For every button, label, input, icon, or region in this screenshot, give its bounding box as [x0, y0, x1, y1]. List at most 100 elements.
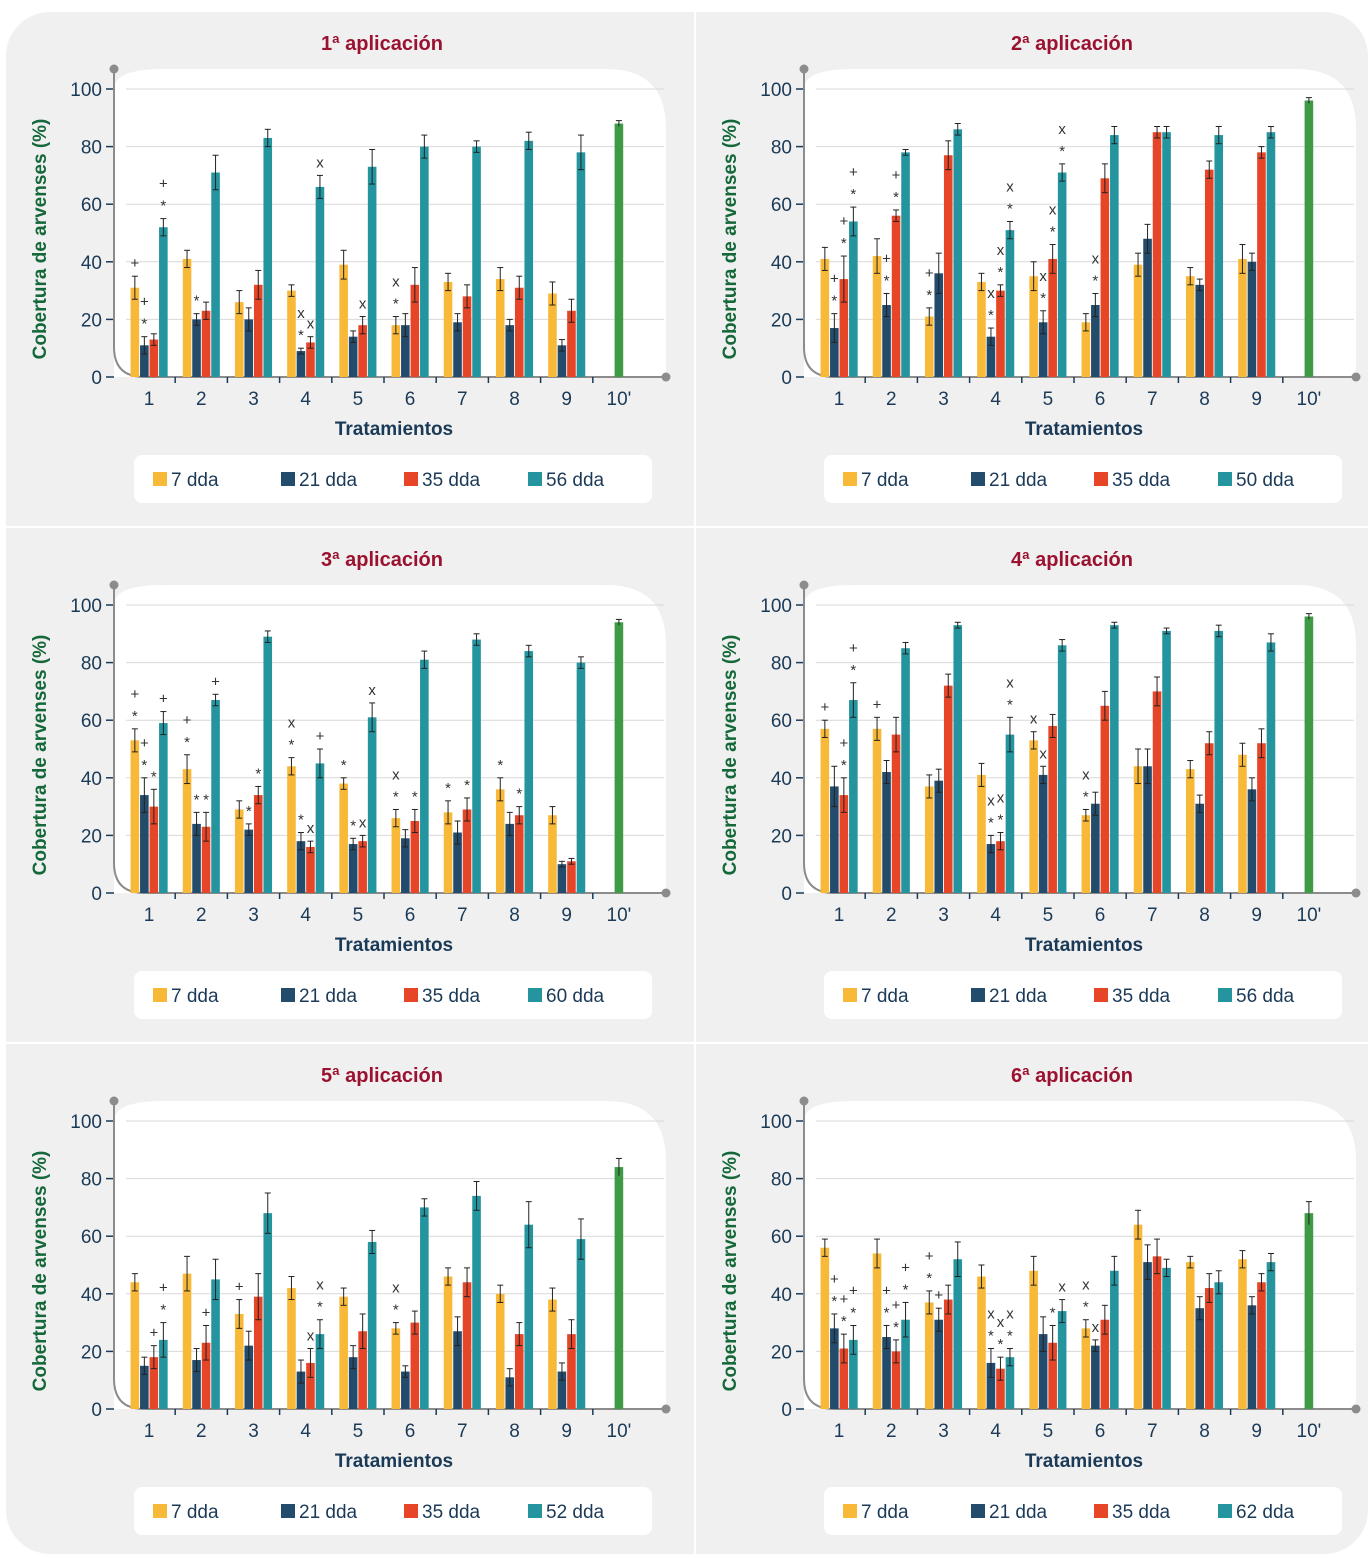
bar-56-dda-t8 [524, 140, 534, 377]
bar-21-dda-t7 [1143, 1262, 1152, 1409]
x-tick-label: 3 [938, 1421, 949, 1442]
figure-frame: 1ª aplicación Cobertura de arvenses (%) 0 2… [6, 12, 1368, 1554]
significance-mark: * [1050, 224, 1056, 241]
bar-35-dda-t8 [514, 1334, 524, 1409]
bar-21-dda-t7 [453, 1331, 462, 1409]
x-tick-label: 4 [990, 389, 1001, 410]
bar-21-dda-t2 [192, 319, 201, 377]
bar-7-dda-t6 [391, 325, 401, 377]
bar-7-dda-t4 [287, 1288, 296, 1409]
bar-7-dda-t2 [872, 1253, 882, 1409]
legend-label: 56 dda [546, 470, 605, 491]
significance-mark: + [202, 1304, 211, 1321]
x-tick-label: 6 [1095, 1421, 1106, 1442]
legend-label: 7 dda [171, 1502, 219, 1523]
bar-21-dda-t5 [1038, 774, 1048, 893]
bar-35-dda-t9 [1257, 1282, 1266, 1409]
bar-35-dda-t7 [462, 809, 472, 893]
x-tick-label: 1 [834, 1421, 845, 1442]
bar-21-dda-t8 [1195, 803, 1205, 893]
bar-60-dda-t3 [263, 636, 273, 893]
bar-control [1304, 616, 1314, 893]
legend-swatch [153, 1504, 167, 1518]
legend-label: 35 dda [1112, 470, 1171, 491]
bar-21-dda-t9 [1247, 261, 1257, 377]
significance-mark: * [151, 768, 157, 785]
x-tick-label: 8 [1199, 1421, 1210, 1442]
chart-title: 2ª aplicación [1011, 33, 1133, 55]
axis-end-dot [661, 888, 671, 898]
bar-35-dda-t7 [1152, 132, 1162, 377]
significance-mark: * [1092, 272, 1098, 289]
bar-7-dda-t5 [339, 1296, 348, 1409]
significance-mark: + [873, 696, 882, 713]
legend-swatch [1094, 472, 1108, 486]
x-tick-label: 9 [1251, 1421, 1262, 1442]
bar-50-dda-t8 [1214, 135, 1224, 377]
x-tick-label: 5 [353, 389, 364, 410]
bar-21-dda-t4 [986, 1362, 996, 1409]
bar-35-dda-t1 [149, 1357, 159, 1409]
bar-56-dda-t3 [263, 137, 273, 377]
significance-mark: + [140, 735, 149, 752]
bar-35-dda-t5 [358, 325, 367, 377]
y-axis-label: Cobertura de arvenses (%) [30, 119, 51, 360]
significance-mark: + [849, 640, 858, 657]
bar-7-dda-t1 [820, 1247, 830, 1409]
significance-mark: + [830, 1271, 839, 1288]
x-tick-label: 10' [607, 1421, 632, 1442]
bar-50-dda-t5 [1057, 172, 1067, 377]
bar-7-dda-t3 [924, 1302, 934, 1409]
significance-mark: x [392, 274, 400, 291]
significance-mark: * [831, 293, 837, 310]
bar-21-dda-t3 [934, 780, 944, 893]
legend-swatch [843, 472, 857, 486]
legend-box [824, 971, 1342, 1019]
x-tick-label: 5 [1043, 905, 1054, 926]
significance-mark: + [892, 1297, 901, 1314]
y-axis-label: Cobertura de arvenses (%) [720, 635, 741, 876]
bar-35-dda-t2 [891, 215, 901, 377]
x-tick-label: 10' [1297, 1421, 1322, 1442]
bar-35-dda-t9 [567, 1334, 576, 1409]
x-tick-label: 1 [834, 389, 845, 410]
bar-35-dda-t6 [410, 821, 420, 893]
bar-7-dda-t8 [495, 1293, 505, 1409]
significance-mark: * [1007, 1328, 1013, 1345]
bar-21-dda-t1 [830, 786, 839, 893]
legend-label: 56 dda [1236, 986, 1295, 1007]
significance-mark: + [839, 213, 848, 230]
bar-35-dda-t2 [891, 734, 901, 893]
bar-35-dda-t4 [306, 846, 315, 893]
bar-50-dda-t9 [1266, 132, 1276, 377]
bar-control [614, 622, 624, 893]
legend-swatch [404, 988, 418, 1002]
bar-21-dda-t3 [244, 319, 254, 377]
significance-mark: x [1092, 250, 1100, 267]
axis-end-dot [1351, 888, 1361, 898]
y-tick-label: 60 [771, 711, 792, 732]
bar-35-dda-t1 [839, 795, 849, 893]
significance-mark: * [464, 777, 470, 794]
significance-mark: * [1083, 788, 1089, 805]
significance-mark: * [141, 316, 147, 333]
legend-swatch [1218, 1504, 1232, 1518]
significance-mark: * [412, 788, 418, 805]
bar-7-dda-t9 [1238, 1259, 1247, 1409]
legend-label: 35 dda [422, 1502, 481, 1523]
y-tick-label: 20 [771, 310, 792, 331]
bar-35-dda-t9 [1257, 743, 1266, 893]
chart-svg: 5ª aplicación Cobertura de arvenses (%) 0 2… [30, 1065, 671, 1535]
bar-50-dda-t6 [1110, 135, 1119, 377]
x-tick-label: 4 [300, 1421, 311, 1442]
bar-7-dda-t4 [977, 774, 986, 893]
x-tick-label: 6 [405, 389, 416, 410]
bar-7-dda-t8 [495, 279, 505, 377]
bar-35-dda-t5 [1048, 1342, 1057, 1409]
significance-mark: + [140, 294, 149, 311]
y-axis-label: Cobertura de arvenses (%) [720, 119, 741, 360]
bar-56-dda-t1 [159, 227, 168, 377]
bar-60-dda-t8 [524, 651, 534, 893]
bar-35-dda-t2 [201, 310, 211, 377]
x-tick-label: 5 [1043, 1421, 1054, 1442]
